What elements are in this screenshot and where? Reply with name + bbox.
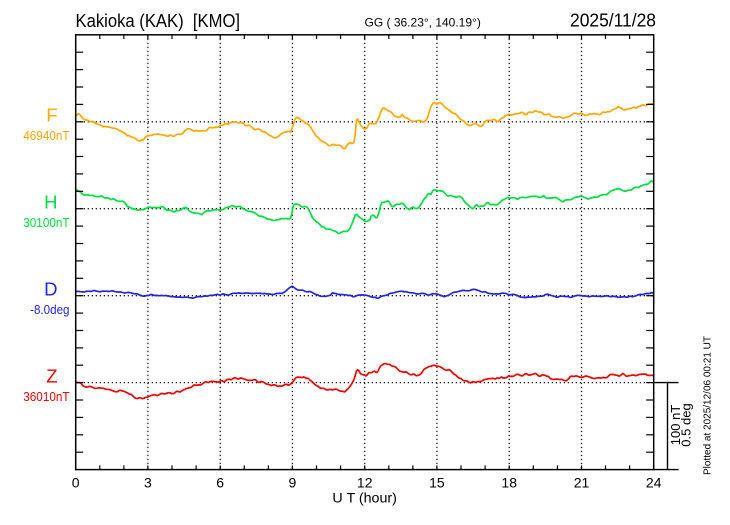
- svg-text:21: 21: [574, 475, 590, 491]
- svg-text:12: 12: [357, 475, 373, 491]
- svg-text:GG ( 36.23°, 140.19°): GG ( 36.23°, 140.19°): [365, 15, 481, 29]
- svg-text:24: 24: [646, 475, 662, 491]
- svg-text:F: F: [46, 105, 57, 126]
- svg-text:2025/11/28: 2025/11/28: [570, 11, 656, 31]
- svg-text:3: 3: [144, 475, 152, 491]
- svg-text:Z: Z: [46, 365, 57, 386]
- svg-text:H: H: [44, 191, 57, 212]
- svg-text:Kakioka (KAK) [KMO]: Kakioka (KAK) [KMO]: [76, 10, 241, 31]
- svg-text:18: 18: [501, 475, 517, 491]
- svg-text:30100nT: 30100nT: [23, 215, 69, 230]
- svg-text:36010nT: 36010nT: [23, 389, 69, 404]
- svg-text:U T (hour): U T (hour): [332, 490, 397, 506]
- svg-text:46940nT: 46940nT: [23, 128, 69, 143]
- svg-text:-8.0deg: -8.0deg: [30, 302, 69, 317]
- svg-text:15: 15: [429, 475, 445, 491]
- svg-text:9: 9: [289, 475, 297, 491]
- svg-text:D: D: [44, 278, 57, 299]
- svg-text:0.5 deg: 0.5 deg: [679, 403, 694, 446]
- svg-text:0: 0: [72, 475, 80, 491]
- svg-text:Plotted at 2025/12/06 00:21 UT: Plotted at 2025/12/06 00:21 UT: [703, 336, 714, 475]
- svg-text:100 nT: 100 nT: [668, 405, 683, 446]
- svg-text:6: 6: [216, 475, 224, 491]
